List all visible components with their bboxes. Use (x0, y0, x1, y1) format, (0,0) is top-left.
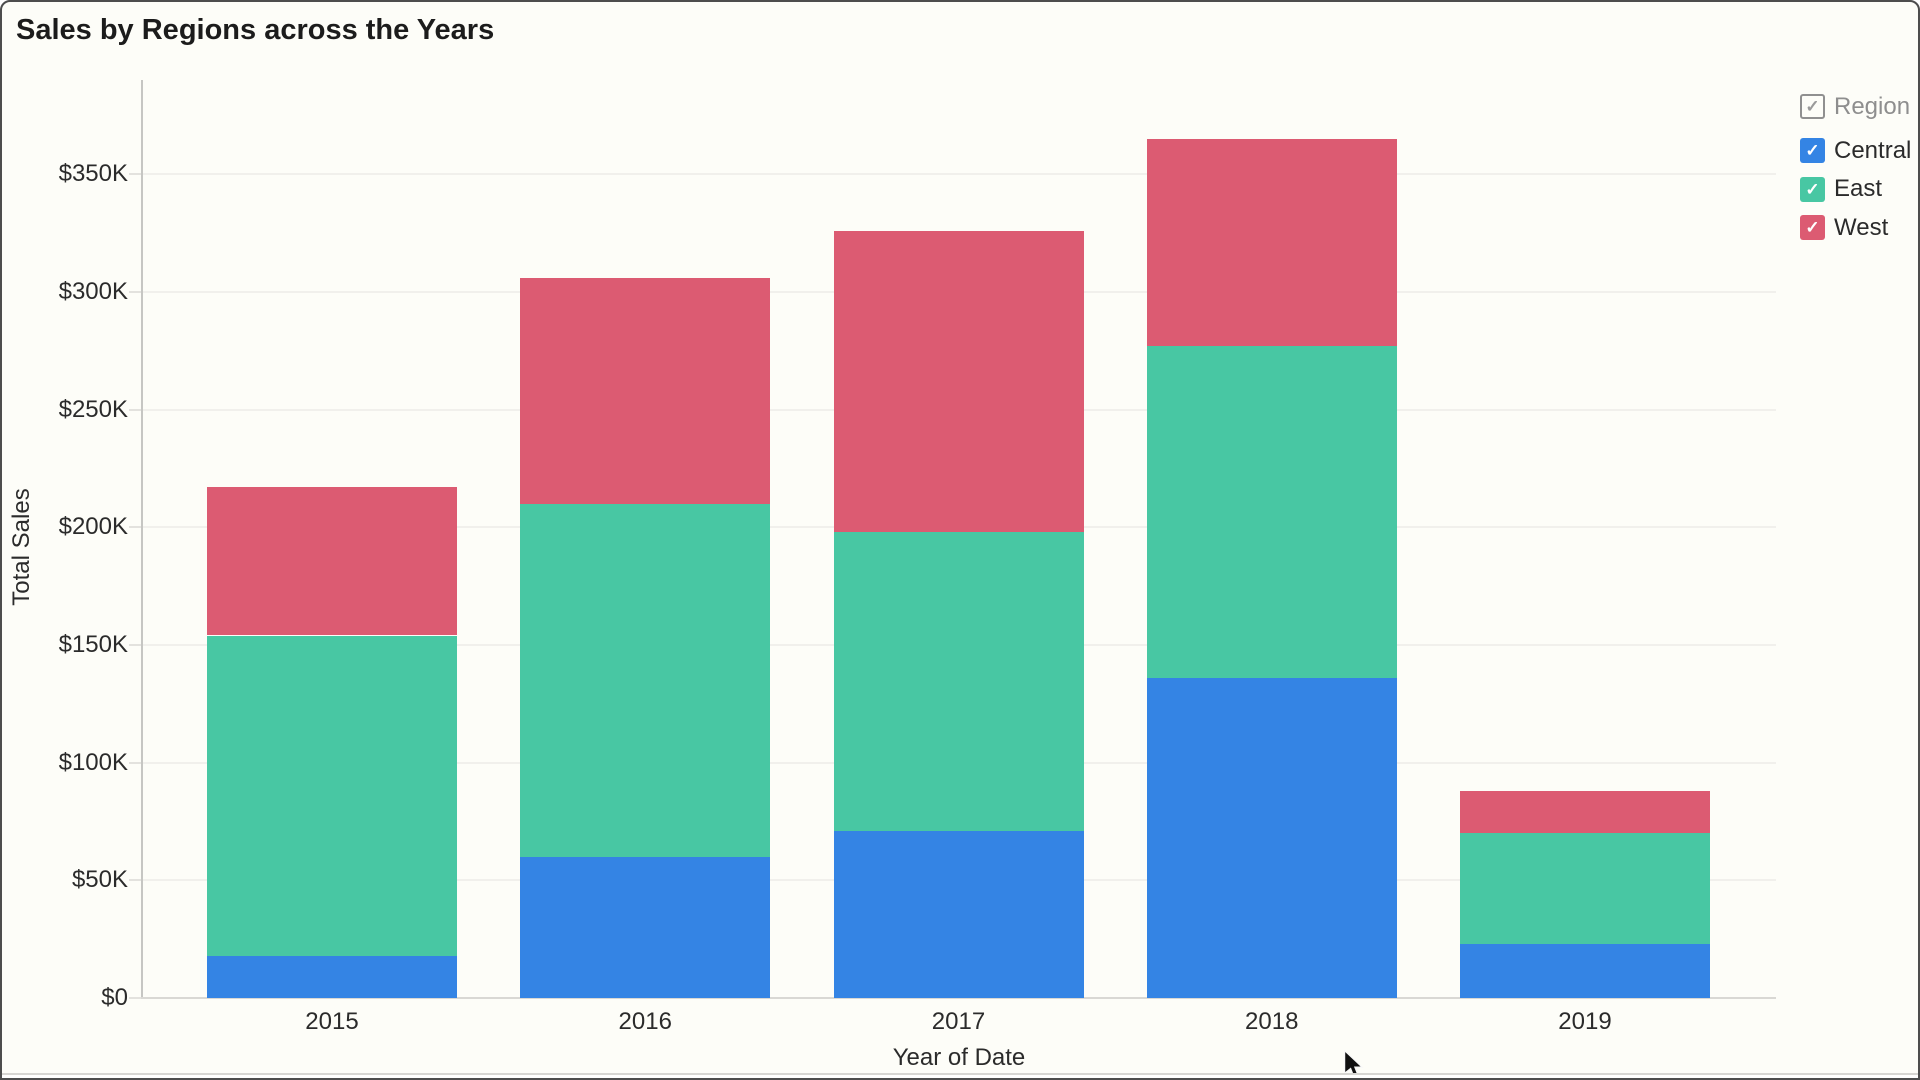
bar-segment-central-2018[interactable] (1146, 677, 1397, 998)
y-tick-label: $0 (101, 984, 128, 1011)
window-bottom-border (2, 1073, 1918, 1075)
y-tick-label: $250K (58, 395, 128, 423)
y-tick-mark (129, 526, 142, 529)
bar-segment-east-2015[interactable] (207, 635, 457, 956)
y-tick-label: $300K (58, 277, 128, 305)
legend-item-east[interactable]: ✓ East (1800, 175, 1883, 202)
bar-segment-west-2015[interactable] (207, 487, 457, 636)
bar-segment-central-2016[interactable] (520, 856, 771, 998)
legend-item-label: Central (1834, 136, 1912, 164)
legend-item-label: East (1834, 175, 1883, 202)
bar-segment-central-2019[interactable] (1460, 943, 1710, 998)
y-tick-mark (129, 879, 142, 882)
y-tick-mark (129, 408, 142, 411)
east-checkbox[interactable]: ✓ (1800, 176, 1825, 202)
x-tick-label-2019: 2019 (1558, 1008, 1612, 1035)
bar-segment-east-2017[interactable] (833, 531, 1084, 831)
bar-segment-east-2016[interactable] (520, 503, 771, 857)
checkmark-icon: ✓ (1805, 179, 1820, 199)
window-bottom-strip (2, 1075, 1918, 1078)
y-tick-label: $150K (58, 630, 128, 658)
legend-header-row[interactable]: ✓ Region (1800, 92, 1911, 120)
y-tick-mark (129, 173, 142, 176)
y-tick-label: $50K (71, 866, 128, 894)
chart-title: Sales by Regions across the Years (16, 14, 495, 46)
x-tick-label-2015: 2015 (305, 1008, 359, 1035)
bar-segment-west-2016[interactable] (520, 277, 771, 504)
bar-segment-west-2017[interactable] (833, 230, 1084, 532)
checkmark-icon: ✓ (1805, 218, 1820, 237)
west-checkbox[interactable]: ✓ (1800, 215, 1825, 240)
x-tick-label-2018: 2018 (1245, 1008, 1299, 1035)
bar-segment-east-2019[interactable] (1460, 833, 1710, 944)
gridline-$350K (142, 173, 1776, 176)
y-axis-line (141, 80, 143, 998)
x-tick-label-2016: 2016 (618, 1008, 672, 1035)
y-tick-mark (129, 643, 142, 646)
region-header-checkbox[interactable]: ✓ (1800, 94, 1825, 119)
y-tick-label: $200K (58, 513, 128, 541)
y-tick-label: $350K (58, 160, 128, 188)
x-axis-title: Year of Date (892, 1044, 1026, 1071)
y-tick-mark (129, 997, 142, 999)
bar-segment-east-2018[interactable] (1146, 345, 1397, 678)
x-axis-line (141, 997, 1776, 999)
bar-segment-west-2018[interactable] (1146, 138, 1397, 346)
y-axis-title: Total Sales (8, 488, 35, 606)
legend-item-central[interactable]: ✓ Central (1800, 136, 1912, 164)
legend-item-west[interactable]: ✓ West (1800, 213, 1889, 241)
y-tick-label: $100K (58, 748, 128, 776)
checkmark-icon: ✓ (1805, 97, 1820, 116)
x-tick-label-2017: 2017 (931, 1008, 986, 1035)
checkmark-icon: ✓ (1805, 141, 1820, 160)
bar-segment-central-2015[interactable] (207, 955, 457, 998)
central-checkbox[interactable]: ✓ (1800, 138, 1825, 163)
y-tick-mark (129, 761, 142, 764)
bar-segment-west-2019[interactable] (1460, 790, 1710, 834)
bar-segment-central-2017[interactable] (833, 830, 1084, 998)
legend-header-label: Region (1834, 92, 1911, 120)
y-tick-mark (129, 290, 142, 293)
legend-item-label: West (1834, 213, 1889, 241)
